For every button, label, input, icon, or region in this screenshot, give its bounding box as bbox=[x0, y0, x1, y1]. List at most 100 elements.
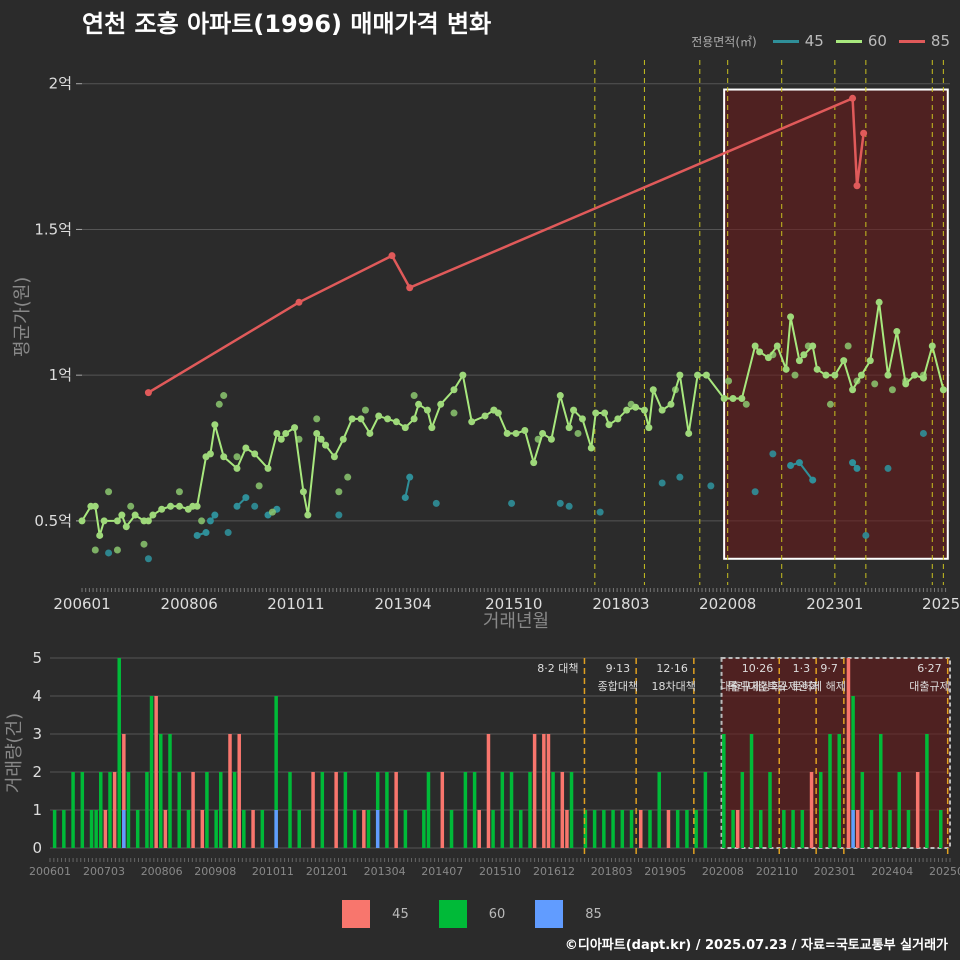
series-45-point bbox=[596, 508, 604, 516]
series-60-point bbox=[175, 488, 183, 496]
bar-60 bbox=[472, 772, 477, 848]
series-45-point bbox=[884, 464, 892, 472]
series-60-point bbox=[113, 517, 121, 525]
series-85-point bbox=[860, 129, 868, 137]
series-60-point bbox=[720, 394, 728, 402]
bar-60 bbox=[703, 772, 708, 848]
bar-45 bbox=[200, 810, 205, 848]
bar-60 bbox=[352, 810, 357, 848]
series-60-point bbox=[233, 453, 241, 461]
bar-60 bbox=[385, 772, 389, 848]
series-45-point bbox=[853, 464, 861, 472]
bar-60 bbox=[722, 734, 726, 848]
bar-60 bbox=[519, 810, 523, 848]
series-60-point bbox=[888, 386, 896, 394]
series-60-point bbox=[118, 511, 126, 519]
series-60-point bbox=[857, 371, 865, 379]
bar-45 bbox=[809, 772, 814, 848]
series-60-point bbox=[335, 488, 343, 496]
bar-60 bbox=[528, 772, 532, 848]
series-45-point bbox=[751, 488, 759, 496]
series-60-point bbox=[521, 427, 529, 435]
bar-45 bbox=[486, 734, 491, 848]
series-60-point bbox=[694, 371, 702, 379]
event-label: 9·13 bbox=[606, 662, 631, 675]
bar-x-tick-label: 202507 bbox=[929, 865, 960, 878]
bar-45 bbox=[639, 810, 643, 848]
bar-60 bbox=[219, 772, 223, 848]
event-label-desc: 대출규제 bbox=[909, 680, 949, 693]
series-60-point bbox=[291, 424, 299, 432]
legend-swatch-45 bbox=[772, 39, 799, 43]
series-60-point bbox=[556, 392, 564, 400]
bar-45 bbox=[855, 810, 860, 848]
bar-45 bbox=[735, 810, 740, 848]
y-tick-label: 2억 bbox=[49, 75, 72, 93]
x-tick-label: 200601 bbox=[53, 595, 110, 613]
series-60-point bbox=[512, 429, 520, 437]
legend-label-45: 45 bbox=[804, 32, 824, 50]
bar-45 bbox=[228, 734, 232, 848]
series-60-point bbox=[676, 371, 684, 379]
event-label-desc: 규제완화 bbox=[778, 680, 818, 693]
series-60-point bbox=[100, 517, 108, 525]
bar-60 bbox=[80, 772, 85, 848]
bar-x-tick-label: 201510 bbox=[479, 865, 521, 878]
bar-45 bbox=[542, 734, 546, 848]
series-60-point bbox=[144, 517, 152, 525]
series-60-point bbox=[410, 392, 418, 400]
series-85-point bbox=[406, 284, 414, 292]
series-60-point bbox=[366, 429, 374, 437]
bar-60 bbox=[694, 810, 698, 848]
bar-60 bbox=[897, 772, 901, 848]
bar-60 bbox=[288, 772, 292, 848]
bar-45 bbox=[103, 810, 108, 848]
legend2-swatch-85 bbox=[535, 900, 564, 928]
bar-y-axis-title: 거래량(건) bbox=[4, 713, 25, 793]
series-60-point bbox=[361, 406, 369, 414]
series-45-point bbox=[406, 473, 414, 481]
bar-60 bbox=[906, 810, 911, 848]
series-60-point bbox=[667, 400, 675, 408]
event-label: 6·27 bbox=[917, 662, 942, 675]
series-60-point bbox=[809, 342, 817, 350]
series-45-point bbox=[251, 502, 259, 510]
series-60-point bbox=[871, 380, 879, 388]
bar-45 bbox=[477, 810, 481, 848]
x-tick-label: 202008 bbox=[699, 595, 756, 613]
bar-y-tick-label: 0 bbox=[32, 839, 42, 857]
series-45-point bbox=[233, 502, 241, 510]
bar-60 bbox=[782, 810, 786, 848]
series-60-point bbox=[392, 418, 400, 426]
series-60-point bbox=[375, 412, 383, 420]
series-60-point bbox=[658, 406, 666, 414]
legend-label-85: 85 bbox=[930, 32, 950, 50]
bar-60 bbox=[791, 810, 795, 848]
bar-60 bbox=[500, 772, 505, 848]
bar-60 bbox=[675, 810, 680, 848]
series-60-point bbox=[251, 450, 259, 458]
series-45-point bbox=[508, 499, 516, 507]
bar-60 bbox=[186, 810, 191, 848]
series-45-point bbox=[787, 462, 795, 470]
bar-60 bbox=[62, 810, 66, 848]
x-tick-label: 202301 bbox=[806, 595, 863, 613]
bar-60 bbox=[94, 810, 98, 848]
series-60-point bbox=[233, 464, 241, 472]
series-60-point bbox=[826, 400, 834, 408]
series-60-point bbox=[459, 371, 467, 379]
series-60-point bbox=[649, 386, 657, 394]
bar-60 bbox=[463, 772, 468, 848]
series-60-point bbox=[127, 502, 135, 510]
bar-60 bbox=[366, 810, 371, 848]
series-60-point bbox=[742, 400, 750, 408]
bar-y-tick-label: 3 bbox=[32, 725, 42, 743]
series-45-point bbox=[862, 531, 870, 539]
series-60-point bbox=[384, 415, 392, 423]
event-label: 9·7 bbox=[820, 662, 838, 675]
series-60-point bbox=[623, 406, 631, 414]
bar-60 bbox=[168, 734, 172, 848]
series-45-point bbox=[335, 511, 343, 519]
bar-45 bbox=[362, 810, 366, 848]
